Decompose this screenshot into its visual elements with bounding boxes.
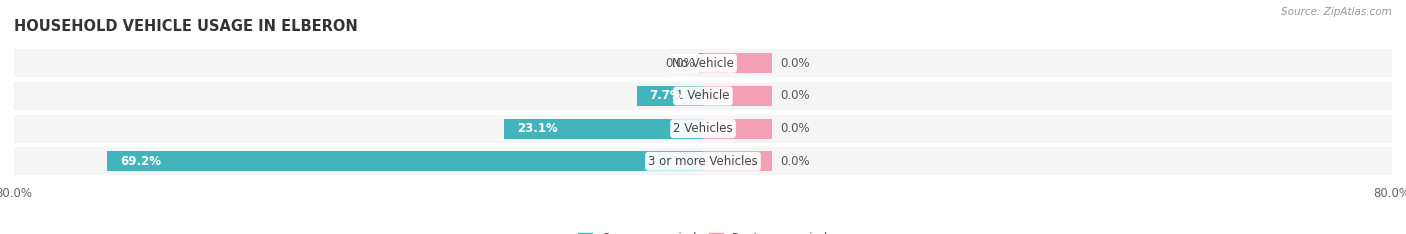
Text: 2 Vehicles: 2 Vehicles xyxy=(673,122,733,135)
Text: 0.0%: 0.0% xyxy=(780,155,810,168)
Text: HOUSEHOLD VEHICLE USAGE IN ELBERON: HOUSEHOLD VEHICLE USAGE IN ELBERON xyxy=(14,19,357,34)
Bar xyxy=(637,86,703,106)
Text: 69.2%: 69.2% xyxy=(120,155,160,168)
Text: 7.7%: 7.7% xyxy=(650,89,682,102)
Bar xyxy=(703,119,772,139)
Text: 0.0%: 0.0% xyxy=(780,89,810,102)
Bar xyxy=(703,151,772,172)
Text: 3 or more Vehicles: 3 or more Vehicles xyxy=(648,155,758,168)
Text: 1 Vehicle: 1 Vehicle xyxy=(676,89,730,102)
Text: 0.0%: 0.0% xyxy=(665,57,695,70)
Text: Source: ZipAtlas.com: Source: ZipAtlas.com xyxy=(1281,7,1392,17)
Legend: Owner-occupied, Renter-occupied: Owner-occupied, Renter-occupied xyxy=(572,227,834,234)
Bar xyxy=(505,119,703,139)
Bar xyxy=(107,151,703,172)
Bar xyxy=(703,53,772,73)
Bar xyxy=(699,53,703,73)
Bar xyxy=(14,147,1392,175)
Bar xyxy=(14,115,1392,143)
Bar xyxy=(703,86,772,106)
Text: No Vehicle: No Vehicle xyxy=(672,57,734,70)
Text: 0.0%: 0.0% xyxy=(780,57,810,70)
Text: 0.0%: 0.0% xyxy=(780,122,810,135)
Text: 23.1%: 23.1% xyxy=(517,122,558,135)
Bar xyxy=(14,82,1392,110)
Bar xyxy=(14,49,1392,77)
